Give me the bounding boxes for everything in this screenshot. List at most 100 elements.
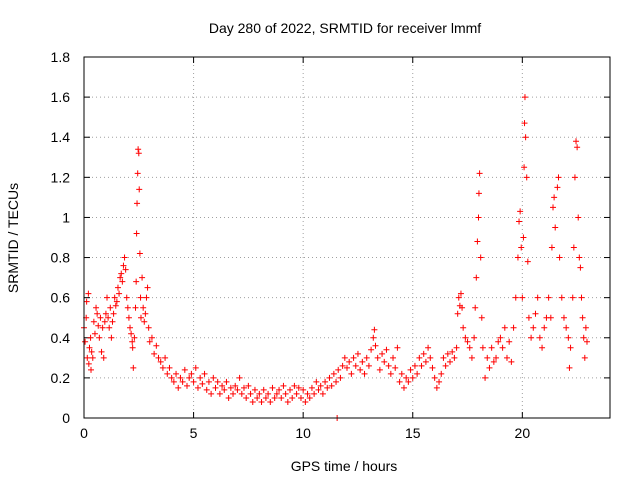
data-point: [578, 294, 585, 301]
data-point: [383, 346, 390, 353]
data-point: [108, 334, 115, 341]
data-point: [545, 294, 552, 301]
data-point: [522, 134, 529, 141]
data-point: [468, 354, 475, 361]
data-point: [262, 394, 269, 401]
data-point: [440, 354, 447, 361]
data-point: [133, 278, 140, 285]
y-tick-label: 1.8: [51, 49, 71, 65]
data-point: [97, 314, 104, 321]
data-point: [223, 378, 230, 385]
data-point: [431, 374, 438, 381]
grid-lines: [84, 57, 610, 418]
data-point: [555, 174, 562, 181]
data-point: [566, 364, 573, 371]
data-point: [392, 364, 399, 371]
data-point: [153, 342, 160, 349]
data-point: [565, 334, 572, 341]
data-point: [346, 358, 353, 365]
data-point: [98, 348, 105, 355]
data-point: [359, 358, 366, 365]
data-point: [236, 374, 243, 381]
data-point: [109, 318, 116, 325]
data-point: [94, 310, 101, 317]
y-tick-label: 0: [62, 410, 70, 426]
data-point: [173, 370, 180, 377]
data-point: [371, 326, 378, 333]
data-point: [302, 398, 309, 405]
data-point: [128, 330, 135, 337]
data-point: [474, 238, 481, 245]
data-point: [208, 390, 215, 397]
y-axis-label: SRMTID / TECUs: [5, 183, 21, 293]
data-point: [407, 366, 414, 373]
data-point: [341, 354, 348, 361]
data-point: [556, 254, 563, 261]
data-point: [503, 354, 510, 361]
data-point: [95, 322, 102, 329]
data-point: [438, 370, 445, 377]
data-point: [247, 390, 254, 397]
data-point: [273, 390, 280, 397]
data-point: [577, 264, 584, 271]
data-point: [575, 214, 582, 221]
data-point: [136, 250, 143, 257]
data-point: [145, 324, 152, 331]
data-point: [536, 334, 543, 341]
data-point: [517, 208, 524, 215]
data-point: [129, 338, 136, 345]
data-point: [368, 346, 375, 353]
data-point: [466, 344, 473, 351]
data-point: [521, 120, 528, 127]
data-point: [132, 304, 139, 311]
data-point: [232, 382, 239, 389]
data-point: [459, 304, 466, 311]
data-point: [114, 284, 121, 291]
y-tick-label: 1.6: [51, 89, 71, 105]
data-point: [304, 390, 311, 397]
data-point: [300, 386, 307, 393]
data-point: [330, 370, 337, 377]
data-point: [86, 344, 93, 351]
data-point: [390, 354, 397, 361]
data-point: [96, 334, 103, 341]
y-tick-label: 0.8: [51, 250, 71, 266]
data-point: [473, 274, 480, 281]
data-point: [234, 386, 241, 393]
data-point: [422, 358, 429, 365]
data-point: [514, 254, 521, 261]
data-point: [216, 390, 223, 397]
axis-ticks: [83, 56, 610, 419]
data-point: [381, 358, 388, 365]
data-point: [495, 338, 502, 345]
data-point: [143, 294, 150, 301]
data-point: [363, 354, 370, 361]
data-point: [475, 214, 482, 221]
x-tick-label: 15: [405, 425, 421, 441]
data-point: [287, 386, 294, 393]
data-point: [120, 262, 127, 269]
data-point: [267, 398, 274, 405]
y-tick-label: 1: [62, 209, 70, 225]
data-point: [291, 382, 298, 389]
data-point: [137, 294, 144, 301]
data-point: [411, 362, 418, 369]
data-point: [478, 314, 485, 321]
data-point: [457, 290, 464, 297]
data-point: [328, 382, 335, 389]
data-point: [164, 370, 171, 377]
data-point: [91, 330, 98, 337]
data-point: [521, 164, 528, 171]
data-point: [580, 334, 587, 341]
data-point: [479, 344, 486, 351]
data-point: [333, 378, 340, 385]
data-point: [311, 390, 318, 397]
data-point: [523, 174, 530, 181]
data-point: [194, 384, 201, 391]
data-point: [482, 374, 489, 381]
data-point: [280, 382, 287, 389]
data-point: [122, 266, 129, 273]
x-tick-labels: 0 5 10 15 20: [80, 425, 530, 441]
data-point: [83, 298, 90, 305]
data-point: [429, 364, 436, 371]
